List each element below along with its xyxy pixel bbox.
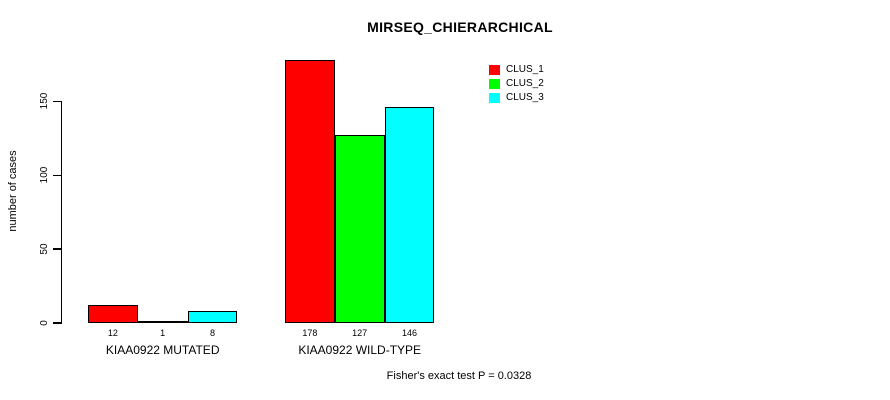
- legend-item-clus_3: CLUS_3: [489, 92, 544, 103]
- bar-value-label: 127: [352, 328, 368, 338]
- bar-clus_1-2: [285, 60, 335, 323]
- y-axis-tick: [52, 322, 61, 324]
- bar-clus_3-1: [187, 311, 238, 323]
- legend-swatch-icon: [489, 92, 500, 103]
- bar-value-label: 178: [302, 328, 318, 338]
- bar-value-label: 8: [209, 328, 215, 338]
- legend: CLUS_1 CLUS_2 CLUS_3: [489, 64, 544, 103]
- chart-title: MIRSEQ_CHIERARCHICAL: [367, 19, 553, 35]
- y-axis-tick: [52, 100, 61, 103]
- legend-label: CLUS_3: [506, 92, 544, 103]
- legend-label: CLUS_1: [506, 64, 544, 75]
- legend-label: CLUS_2: [506, 78, 544, 89]
- bar-clus_1-1: [88, 305, 138, 323]
- bar-clus_3-2: [384, 107, 435, 323]
- x-axis-group-label: KIAA0922 MUTATED: [105, 343, 220, 357]
- y-axis-tick: [52, 248, 61, 250]
- stat-annotation: Fisher's exact test P = 0.0328: [386, 370, 532, 382]
- y-axis-tick: [52, 174, 61, 177]
- y-axis-tick-label: 50: [38, 243, 50, 255]
- legend-swatch-icon: [489, 78, 500, 89]
- x-axis-group-label: KIAA0922 WILD-TYPE: [298, 343, 422, 357]
- legend-swatch-icon: [489, 64, 500, 75]
- bar-value-label: 12: [107, 328, 118, 338]
- legend-item-clus_2: CLUS_2: [489, 78, 544, 89]
- legend-item-clus_1: CLUS_1: [489, 64, 544, 75]
- y-axis-tick-label: 0: [38, 320, 50, 326]
- bar-clus_2-2: [334, 135, 385, 323]
- y-axis-tick-label: 150: [38, 93, 50, 110]
- bar-clus_2-1: [137, 321, 188, 323]
- bar-value-label: 1: [160, 328, 166, 338]
- bar-value-label: 146: [401, 328, 418, 338]
- y-axis-tick-label: 100: [38, 166, 50, 184]
- y-axis-line: [60, 101, 62, 324]
